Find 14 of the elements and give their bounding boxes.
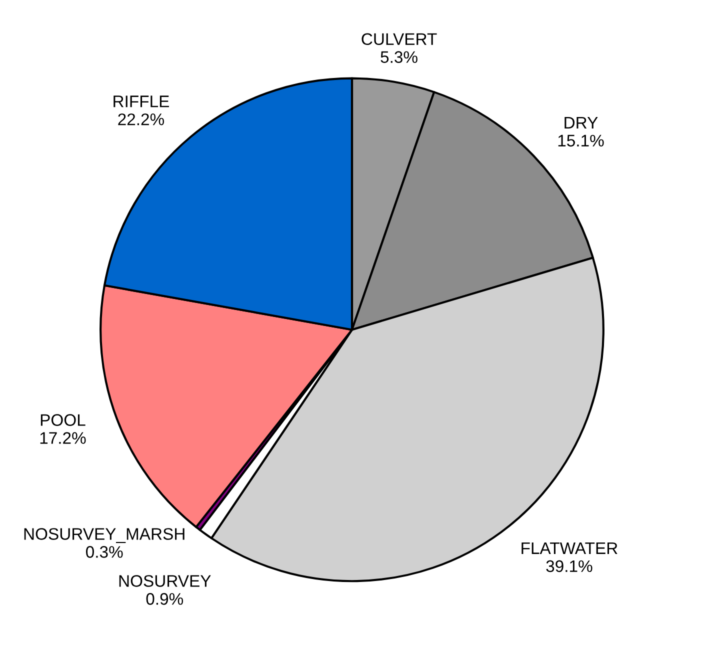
- data-label: 22.2%: [118, 113, 164, 126]
- slice-label: NOSURVEY: [119, 575, 211, 587]
- slice-label: POOL: [40, 414, 86, 426]
- slice-label: FLATWATER: [522, 542, 618, 554]
- slice-label: DRY: [564, 116, 598, 128]
- data-label: 0.9%: [146, 593, 184, 605]
- data-label: 5.3%: [380, 51, 418, 63]
- data-label: 17.2%: [40, 432, 86, 444]
- data-label: 0.3%: [86, 546, 123, 558]
- slice-label: NOSURVEY_MARSH: [24, 528, 184, 544]
- slice-label: RIFFLE: [114, 96, 169, 108]
- data-label: 39.1%: [546, 560, 592, 572]
- slice-label: CULVERT: [362, 33, 437, 46]
- data-label: 15.1%: [558, 134, 604, 147]
